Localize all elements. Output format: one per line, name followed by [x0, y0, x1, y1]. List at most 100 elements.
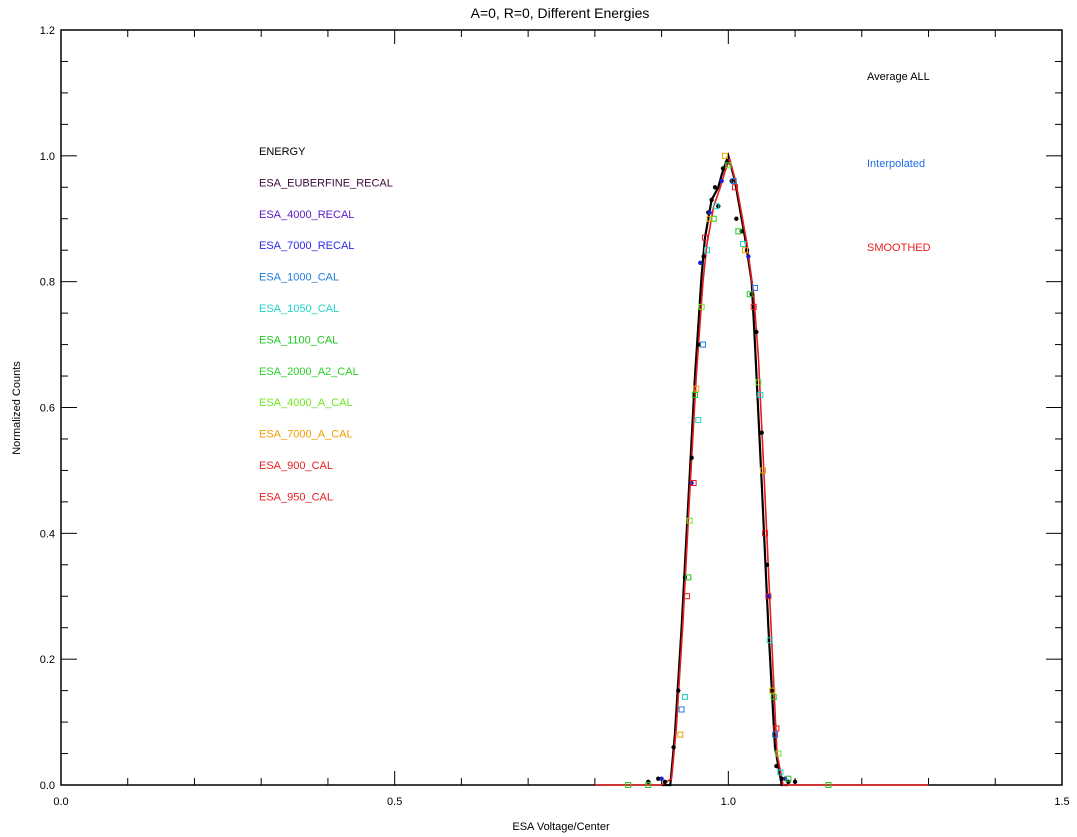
data-point — [769, 688, 774, 693]
data-point — [691, 391, 698, 398]
legend-entry: ESA_900_CAL — [259, 460, 333, 472]
data-point — [659, 776, 664, 781]
data-point — [765, 593, 772, 600]
data-point — [701, 254, 706, 259]
data-point — [772, 731, 779, 738]
data-point — [755, 379, 762, 386]
data-point — [757, 391, 764, 398]
y-tick-label: 1.2 — [40, 25, 55, 37]
series-points — [646, 159, 798, 785]
data-point — [777, 769, 784, 776]
x-tick-label: 1.5 — [1054, 796, 1069, 808]
data-point — [721, 152, 728, 159]
data-point — [732, 184, 739, 191]
data-point — [713, 203, 720, 210]
data-point — [725, 162, 732, 169]
data-point — [766, 637, 773, 644]
data-point — [693, 385, 700, 392]
data-point — [696, 342, 701, 347]
data-point — [746, 254, 751, 259]
x-tick-label: 0.0 — [53, 796, 68, 808]
legend-header: ENERGY — [259, 146, 306, 158]
y-tick-label: 0.6 — [40, 403, 55, 415]
data-point — [701, 234, 708, 241]
data-point — [671, 745, 676, 750]
data-point — [678, 706, 685, 713]
data-point — [686, 517, 693, 524]
data-point — [740, 240, 747, 247]
plot-area-frame — [60, 29, 1063, 786]
legend-right-entry: Interpolated — [867, 158, 925, 170]
data-point — [762, 530, 769, 537]
series-points — [686, 162, 782, 757]
data-point — [709, 197, 714, 203]
legend-entry: ESA_1100_CAL — [259, 334, 338, 346]
data-point — [662, 779, 668, 785]
data-point — [792, 779, 798, 785]
y-tick-label: 0.2 — [40, 654, 55, 666]
y-tick-label: 0.4 — [40, 528, 55, 540]
legend-entry: ESA_4000_A_CAL — [259, 397, 353, 409]
data-point — [786, 779, 791, 785]
data-point — [734, 216, 739, 221]
data-point — [699, 341, 706, 348]
data-point — [689, 455, 694, 461]
axis-tick-labels: 0.0 0.5 1.0 1.5 0.0 0.2 0.4 0.6 0.8 1.0 1.2 — [40, 25, 1070, 808]
x-tick-label: 0.5 — [387, 796, 402, 808]
data-point — [683, 593, 690, 600]
data-point — [677, 731, 684, 738]
data-point — [698, 260, 703, 265]
series-points — [681, 203, 784, 776]
data-point — [698, 303, 705, 310]
data-point — [775, 750, 782, 757]
data-point — [695, 417, 702, 424]
series-line — [594, 156, 929, 786]
legend-entry: ESA_7000_A_CAL — [259, 429, 353, 441]
series-layer — [594, 152, 929, 788]
x-axis-label: ESA Voltage/Center — [512, 821, 610, 833]
legend-entry: ESA_1000_CAL — [259, 272, 339, 284]
series-points — [677, 152, 776, 738]
data-point — [719, 178, 724, 184]
data-point — [682, 575, 688, 580]
data-point — [703, 247, 710, 254]
data-point — [774, 763, 779, 769]
data-point — [759, 430, 764, 435]
data-point — [690, 480, 697, 486]
series-line — [661, 152, 789, 787]
data-point — [735, 228, 742, 235]
data-point — [754, 329, 759, 335]
legend-entry: ESA_1050_CAL — [259, 303, 339, 315]
legend-right: Average ALL Interpolated SMOOTHED — [867, 71, 931, 254]
legend-right-entry: Average ALL — [867, 71, 930, 83]
data-point — [676, 688, 681, 693]
data-point — [706, 215, 713, 222]
chart-title: A=0, R=0, Different Energies — [471, 5, 650, 21]
data-point — [752, 284, 759, 291]
data-point — [720, 166, 726, 171]
axis-ticks — [60, 29, 1063, 786]
data-point — [785, 775, 792, 782]
legend-entry: ESA_4000_RECAL — [259, 209, 354, 221]
data-point — [779, 776, 784, 781]
y-tick-label: 0.0 — [40, 780, 55, 792]
data-point — [625, 782, 632, 788]
legend-right-entry: SMOOTHED — [867, 242, 931, 254]
legend-entry: ESA_2000_A2_CAL — [259, 366, 359, 378]
y-tick-label: 0.8 — [40, 277, 55, 289]
x-tick-label: 1.0 — [721, 796, 736, 808]
legend-left: ENERGY ESA_EUBERFINE_RECAL ESA_4000_RECAL E… — [259, 146, 393, 503]
data-point — [712, 185, 718, 190]
data-point — [645, 782, 652, 788]
data-point — [730, 178, 737, 184]
legend-entry: ESA_7000_RECAL — [259, 240, 354, 252]
data-point — [773, 725, 780, 732]
data-point — [707, 210, 712, 215]
y-tick-label: 1.0 — [40, 151, 55, 163]
data-point — [685, 574, 692, 581]
data-point — [782, 776, 788, 781]
data-point — [742, 247, 749, 254]
series-points — [683, 184, 780, 732]
data-point — [825, 782, 832, 788]
